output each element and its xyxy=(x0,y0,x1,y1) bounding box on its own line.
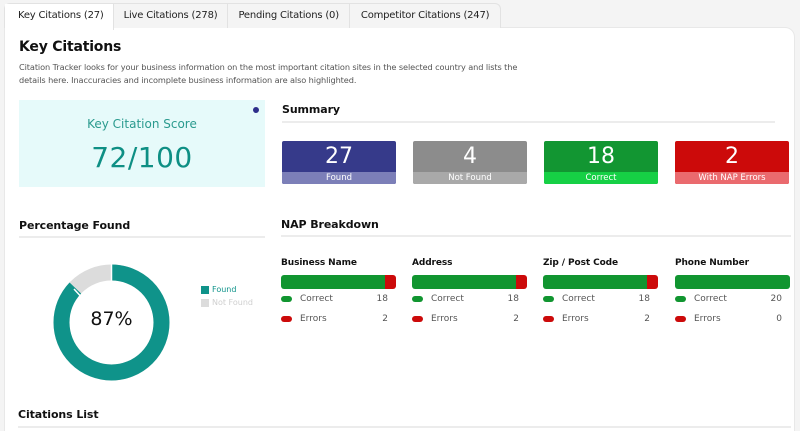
errors-count: 0 xyxy=(776,314,782,324)
nap-progress-bar xyxy=(281,275,396,289)
nap-correct-row: Correct 20 xyxy=(675,289,790,309)
nap-errors-row: Errors 2 xyxy=(412,309,527,329)
correct-pill-icon xyxy=(281,296,292,302)
percentage-found-donut: 87% xyxy=(53,264,170,381)
donut-chart-svg xyxy=(53,264,170,381)
nap-column-title: Phone Number xyxy=(675,258,749,268)
percentage-found-heading: Percentage Found xyxy=(19,219,131,232)
page-title: Key Citations xyxy=(19,39,122,55)
nap-progress-bar xyxy=(543,275,658,289)
correct-count: 18 xyxy=(376,294,388,304)
percentage-found-divider xyxy=(19,236,265,238)
correct-pill-icon xyxy=(412,296,423,302)
correct-count: 18 xyxy=(507,294,519,304)
not-found-swatch-icon xyxy=(201,298,209,307)
correct-pill-icon xyxy=(675,296,686,302)
nap-zip-post-code: Zip / Post Code Correct 18 Errors 2 xyxy=(543,258,658,329)
error-pill-icon xyxy=(412,316,423,322)
summary-correct-box: 18 Correct xyxy=(544,141,658,184)
summary-nap-errors-box: 2 With NAP Errors xyxy=(675,141,789,184)
nap-column-title: Address xyxy=(412,258,453,268)
legend-found-label: Found xyxy=(212,285,237,294)
tab-key-citations[interactable]: Key Citations (27) xyxy=(5,4,114,30)
error-pill-icon xyxy=(543,316,554,322)
nap-phone-number: Phone Number Correct 20 Errors 0 xyxy=(675,258,790,329)
error-pill-icon xyxy=(675,316,686,322)
not-found-label: Not Found xyxy=(413,172,527,184)
nap-errors-count: 2 xyxy=(725,144,739,169)
tab-competitor-citations[interactable]: Competitor Citations (247) xyxy=(360,10,490,21)
summary-divider xyxy=(282,121,775,123)
key-citation-score-card: Key Citation Score 72/100 xyxy=(19,100,265,187)
score-value: 72/100 xyxy=(91,141,193,174)
donut-center-label: 87% xyxy=(90,308,133,330)
nap-progress-bar xyxy=(412,275,527,289)
correct-count: 20 xyxy=(770,294,782,304)
correct-pill-icon xyxy=(543,296,554,302)
nap-progress-bar xyxy=(675,275,790,289)
nap-address: Address Correct 18 Errors 2 xyxy=(412,258,527,329)
nap-errors-row: Errors 2 xyxy=(281,309,396,329)
correct-count: 18 xyxy=(638,294,650,304)
score-label: Key Citation Score xyxy=(87,117,197,131)
legend-not-found-label: Not Found xyxy=(212,298,253,307)
nap-column-title: Business Name xyxy=(281,258,357,268)
info-icon[interactable] xyxy=(253,107,259,113)
not-found-count: 4 xyxy=(463,144,477,169)
errors-count: 2 xyxy=(382,314,388,324)
citations-list-divider xyxy=(18,426,791,428)
correct-label: Correct xyxy=(544,172,658,184)
correct-count: 18 xyxy=(587,144,615,169)
donut-legend: Found Not Found xyxy=(201,283,253,309)
legend-item-not-found[interactable]: Not Found xyxy=(201,296,253,309)
summary-found-box: 27 Found xyxy=(282,141,396,184)
error-pill-icon xyxy=(281,316,292,322)
nap-errors-row: Errors 2 xyxy=(543,309,658,329)
nap-correct-row: Correct 18 xyxy=(412,289,527,309)
found-label: Found xyxy=(282,172,396,184)
tab-bar: Key Citations (27) Live Citations (278) … xyxy=(4,3,502,30)
nap-breakdown-divider xyxy=(281,235,791,237)
page-description: Citation Tracker looks for your business… xyxy=(19,62,518,85)
tab-pending-citations[interactable]: Pending Citations (0) xyxy=(228,4,350,28)
nap-breakdown-heading: NAP Breakdown xyxy=(281,218,379,231)
nap-column-title: Zip / Post Code xyxy=(543,258,619,268)
found-count: 27 xyxy=(325,144,353,169)
found-swatch-icon xyxy=(201,285,209,294)
legend-item-found[interactable]: Found xyxy=(201,283,253,296)
summary-heading: Summary xyxy=(282,103,340,116)
nap-errors-label: With NAP Errors xyxy=(675,172,789,184)
nap-errors-row: Errors 0 xyxy=(675,309,790,329)
nap-correct-row: Correct 18 xyxy=(281,289,396,309)
nap-business-name: Business Name Correct 18 Errors 2 xyxy=(281,258,396,329)
summary-not-found-box: 4 Not Found xyxy=(413,141,527,184)
tab-live-citations[interactable]: Live Citations (278) xyxy=(114,4,229,28)
errors-count: 2 xyxy=(644,314,650,324)
nap-correct-row: Correct 18 xyxy=(543,289,658,309)
errors-count: 2 xyxy=(513,314,519,324)
citations-list-heading: Citations List xyxy=(18,408,99,421)
